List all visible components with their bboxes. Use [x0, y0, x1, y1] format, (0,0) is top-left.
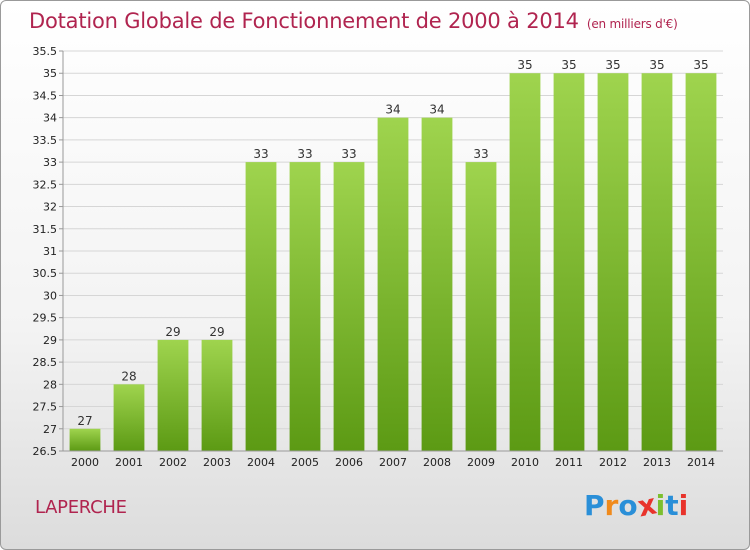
y-tick-label: 28.5 — [33, 356, 58, 369]
bar-2014 — [685, 73, 717, 451]
x-tick-label: 2003 — [203, 456, 231, 469]
y-tick-label: 31.5 — [33, 223, 58, 236]
logo-letter: o — [618, 489, 638, 522]
y-tick-label: 30.5 — [33, 267, 58, 280]
chart-subtitle: (en milliers d'€) — [586, 17, 678, 31]
bar-2004 — [245, 162, 277, 451]
data-label: 34 — [429, 103, 444, 117]
y-tick-label: 32 — [43, 201, 57, 214]
y-tick-label: 33.5 — [33, 134, 58, 147]
y-tick-label: 29.5 — [33, 312, 58, 325]
bar-2001 — [113, 384, 145, 451]
data-label: 33 — [473, 147, 488, 161]
y-tick-label: 28 — [43, 378, 57, 391]
data-label: 29 — [165, 325, 180, 339]
y-tick-label: 27.5 — [33, 401, 58, 414]
bar-2002 — [157, 339, 189, 451]
bar-2005 — [289, 162, 321, 451]
y-tick-label: 26.5 — [33, 445, 58, 458]
data-label: 34 — [385, 103, 400, 117]
x-tick-label: 2014 — [687, 456, 715, 469]
data-label: 35 — [605, 58, 620, 72]
y-tick-label: 31 — [43, 245, 57, 258]
x-tick-label: 2009 — [467, 456, 495, 469]
data-label: 33 — [341, 147, 356, 161]
y-tick-label: 30 — [43, 289, 57, 302]
y-tick-labels: 26.5 27 27.5 28 28.5 29 29.5 30 30.5 31 31.5 32 32.5… — [33, 45, 58, 458]
x-tick-label: 2013 — [643, 456, 671, 469]
logo-letter: r — [604, 489, 619, 522]
logo-letter: i — [678, 489, 689, 522]
logo-letter: t — [665, 489, 679, 522]
y-tick-label: 34 — [43, 112, 57, 125]
data-label: 33 — [297, 147, 312, 161]
bar-2006 — [333, 162, 365, 451]
data-label: 35 — [561, 58, 576, 72]
x-tick-label: 2002 — [159, 456, 187, 469]
bar-2013 — [641, 73, 673, 451]
y-tick-label: 29 — [43, 334, 57, 347]
data-labels: 27 28 29 29 33 33 33 34 34 33 35 35 35 35 35 — [77, 58, 708, 428]
y-tick-label: 32.5 — [33, 178, 58, 191]
logo-letter: P — [584, 489, 605, 522]
x-tick-label: 2006 — [335, 456, 363, 469]
x-tick-label: 2011 — [555, 456, 583, 469]
bar-2010 — [509, 73, 541, 451]
location-name: LAPERCHE — [35, 497, 127, 518]
logo-letter: i — [655, 489, 666, 522]
chart-title: Dotation Globale de Fonctionnement de 20… — [29, 9, 678, 33]
bar-2000 — [69, 428, 101, 451]
data-label: 35 — [649, 58, 664, 72]
x-tick-labels: 2000 2001 2002 2003 2004 2005 2006 2007 2008 2009… — [71, 456, 715, 469]
data-label: 33 — [253, 147, 268, 161]
axes — [62, 51, 723, 452]
bar-2009 — [465, 162, 497, 451]
y-tick-label: 35.5 — [33, 45, 58, 58]
y-tick-label: 33 — [43, 156, 57, 169]
x-tick-label: 2012 — [599, 456, 627, 469]
x-tick-label: 2001 — [115, 456, 143, 469]
data-label: 35 — [517, 58, 532, 72]
bar-2003 — [201, 339, 233, 451]
y-tick-label: 27 — [43, 423, 57, 436]
x-tick-label: 2007 — [379, 456, 407, 469]
data-label: 27 — [77, 414, 92, 428]
proxiti-logo[interactable]: Proxiti — [584, 487, 689, 523]
y-tick-label: 34.5 — [33, 89, 58, 102]
y-tick-label: 35 — [43, 67, 57, 80]
data-label: 28 — [121, 369, 136, 383]
x-tick-label: 2010 — [511, 456, 539, 469]
data-label: 35 — [693, 58, 708, 72]
bars — [69, 73, 717, 452]
x-tick-label: 2000 — [71, 456, 99, 469]
bar-2012 — [597, 73, 629, 451]
data-label: 29 — [209, 325, 224, 339]
x-tick-label: 2004 — [247, 456, 275, 469]
bar-2008 — [421, 117, 453, 452]
chart-title-text: Dotation Globale de Fonctionnement de 20… — [29, 9, 579, 33]
bar-2011 — [553, 73, 585, 451]
bar-2007 — [377, 117, 409, 452]
x-tick-label: 2008 — [423, 456, 451, 469]
x-tick-label: 2005 — [291, 456, 319, 469]
